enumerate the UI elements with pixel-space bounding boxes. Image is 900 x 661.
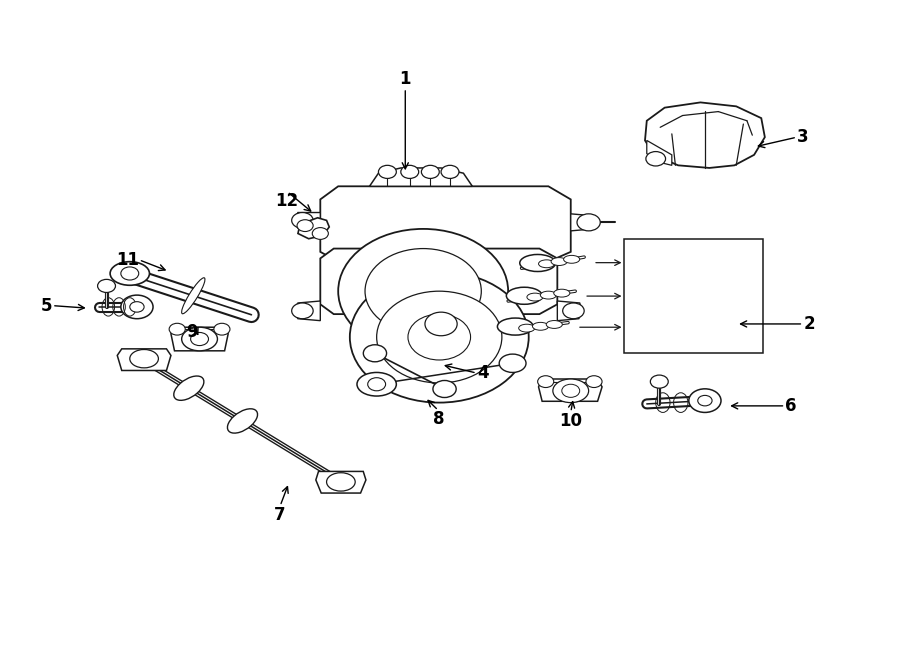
Ellipse shape: [378, 165, 396, 178]
Polygon shape: [320, 186, 571, 262]
Text: 11: 11: [116, 251, 139, 269]
Polygon shape: [645, 102, 765, 168]
Ellipse shape: [518, 324, 535, 332]
Polygon shape: [392, 314, 491, 332]
Ellipse shape: [312, 227, 328, 239]
Ellipse shape: [421, 165, 439, 178]
Ellipse shape: [110, 262, 149, 286]
Ellipse shape: [214, 323, 230, 335]
Ellipse shape: [182, 327, 218, 351]
Ellipse shape: [554, 290, 570, 297]
Ellipse shape: [546, 321, 562, 329]
Ellipse shape: [553, 379, 589, 403]
Ellipse shape: [500, 354, 526, 372]
Ellipse shape: [577, 214, 600, 231]
Ellipse shape: [551, 258, 567, 266]
Ellipse shape: [357, 372, 396, 396]
Ellipse shape: [540, 292, 556, 299]
Polygon shape: [316, 471, 366, 493]
Ellipse shape: [433, 381, 456, 397]
Polygon shape: [647, 140, 671, 165]
Ellipse shape: [562, 303, 584, 319]
Polygon shape: [571, 214, 598, 231]
Text: 7: 7: [274, 506, 286, 524]
Text: 3: 3: [797, 128, 809, 146]
Ellipse shape: [350, 272, 528, 403]
Polygon shape: [557, 301, 582, 321]
Ellipse shape: [121, 295, 153, 319]
Polygon shape: [298, 217, 329, 239]
Ellipse shape: [537, 375, 554, 387]
Ellipse shape: [538, 260, 554, 268]
Ellipse shape: [408, 314, 471, 360]
Ellipse shape: [441, 165, 459, 178]
Ellipse shape: [182, 278, 205, 314]
Ellipse shape: [174, 376, 204, 401]
Ellipse shape: [646, 151, 666, 166]
Text: 4: 4: [477, 364, 489, 382]
Text: 10: 10: [559, 412, 582, 430]
Text: 5: 5: [40, 297, 52, 315]
Polygon shape: [320, 249, 557, 314]
Ellipse shape: [228, 408, 257, 433]
Ellipse shape: [400, 165, 418, 178]
Text: 12: 12: [275, 192, 299, 210]
Text: 2: 2: [804, 315, 814, 333]
Ellipse shape: [297, 219, 313, 231]
Text: 8: 8: [433, 410, 444, 428]
Ellipse shape: [130, 301, 144, 312]
Polygon shape: [171, 327, 229, 351]
Polygon shape: [370, 168, 472, 186]
Ellipse shape: [292, 303, 313, 319]
Ellipse shape: [327, 473, 356, 491]
Ellipse shape: [586, 375, 602, 387]
Ellipse shape: [698, 395, 712, 406]
Polygon shape: [400, 332, 482, 354]
Ellipse shape: [425, 312, 457, 336]
Ellipse shape: [364, 345, 387, 362]
Ellipse shape: [651, 375, 668, 388]
Ellipse shape: [563, 255, 580, 263]
Ellipse shape: [498, 318, 533, 335]
Polygon shape: [117, 349, 171, 370]
Ellipse shape: [130, 350, 158, 368]
Ellipse shape: [97, 280, 115, 292]
Ellipse shape: [365, 249, 482, 334]
Ellipse shape: [368, 377, 385, 391]
Ellipse shape: [292, 213, 313, 228]
Ellipse shape: [562, 384, 580, 397]
Ellipse shape: [688, 389, 721, 412]
Ellipse shape: [121, 267, 139, 280]
Polygon shape: [293, 213, 320, 228]
Text: 9: 9: [186, 323, 198, 340]
Ellipse shape: [377, 292, 502, 383]
Ellipse shape: [169, 323, 185, 335]
Polygon shape: [293, 301, 320, 321]
Text: 6: 6: [786, 397, 796, 415]
Ellipse shape: [533, 323, 549, 330]
Ellipse shape: [191, 332, 209, 346]
Ellipse shape: [520, 254, 555, 272]
Ellipse shape: [338, 229, 508, 354]
Ellipse shape: [526, 293, 543, 301]
Ellipse shape: [507, 288, 542, 304]
Text: 1: 1: [400, 70, 411, 88]
Polygon shape: [538, 379, 602, 401]
Bar: [625, 239, 763, 354]
